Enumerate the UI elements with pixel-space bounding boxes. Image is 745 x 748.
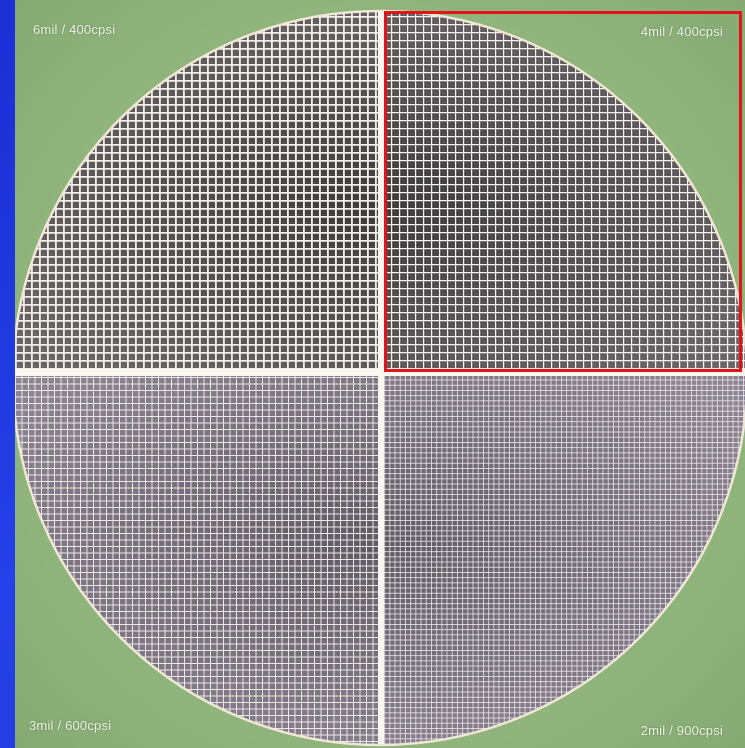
- highlight-box: [384, 11, 742, 372]
- monolith-photo: 6mil / 400cpsi 4mil / 400cpsi 3mil / 600…: [15, 0, 745, 748]
- quadrant-label-bottom-left: 3mil / 600cpsi: [29, 718, 112, 733]
- monolith-cross-section: [15, 9, 745, 747]
- quadrant-label-top-left: 6mil / 400cpsi: [33, 22, 116, 37]
- quadrant-label-top-right: 4mil / 400cpsi: [640, 24, 723, 39]
- quadrant-label-bottom-right: 2mil / 900cpsi: [640, 723, 723, 738]
